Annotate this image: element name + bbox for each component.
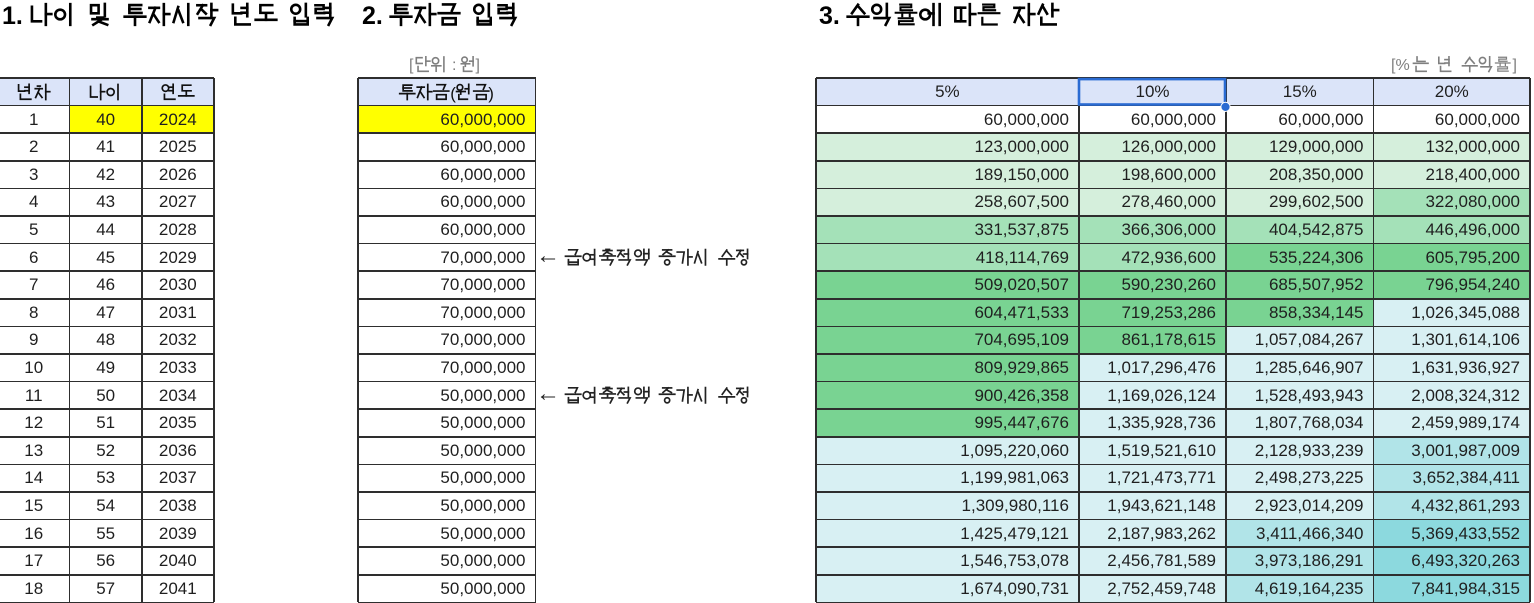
svg-text:]: ]	[1513, 57, 1517, 74]
svg-text:[%: [%	[1391, 57, 1410, 74]
svg-text:[: [	[409, 57, 414, 74]
svg-text:]: ]	[476, 57, 480, 74]
svg-text::: :	[452, 57, 456, 74]
